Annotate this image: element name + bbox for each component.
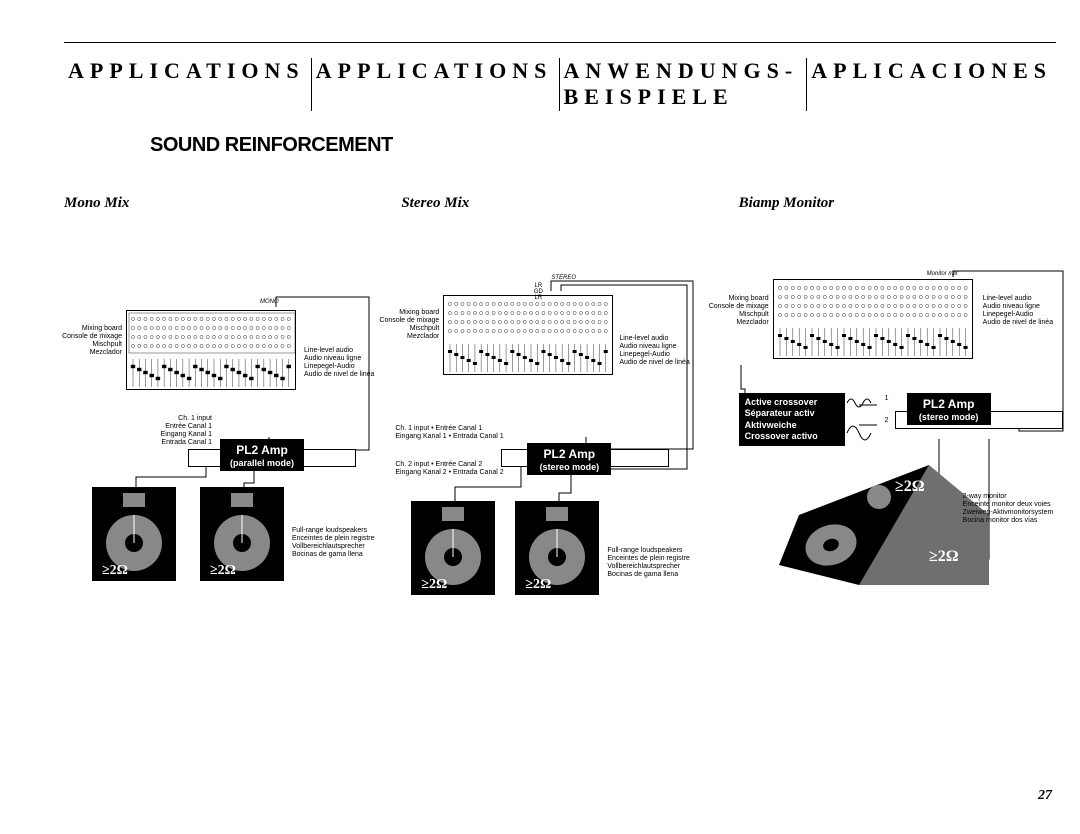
mono-speaker-1: ≥2Ω	[92, 487, 176, 581]
stereo-ch1-labels: Ch. 1 input • Entrée Canal 1 Eingang Kan…	[395, 425, 515, 441]
stereo-ch2-labels: Ch. 2 input • Entrée Canal 2 Eingang Kan…	[395, 461, 515, 477]
header-col-3a: ANWENDUNGS-	[564, 58, 803, 84]
diagram-stereo: Stereo Mix Mixing board Console de mixag…	[401, 195, 718, 645]
mono-speaker-2: ≥2Ω	[200, 487, 284, 581]
mono-sp1-ohm: ≥2Ω	[102, 563, 128, 579]
header-col-2: APPLICATIONS	[312, 58, 560, 111]
biamp-amp-mode: (stereo mode)	[912, 412, 986, 422]
diagram-row: Mono Mix Mixing board Console de mixage …	[64, 195, 1056, 645]
stereo-speaker-1: ≥2Ω	[411, 501, 495, 595]
biamp-wedge: ≥2Ω ≥2Ω	[779, 455, 999, 610]
diagram-mono: Mono Mix Mixing board Console de mixage …	[64, 195, 381, 645]
stereo-title: Stereo Mix	[401, 195, 718, 212]
top-rule	[64, 42, 1056, 43]
header-col-1: APPLICATIONS	[64, 58, 312, 111]
header-col-4: APLICACIONES	[807, 58, 1056, 111]
mono-amp-mode: (parallel mode)	[225, 458, 299, 468]
biamp-amp: PL2 Amp (stereo mode)	[907, 393, 991, 425]
header-col-3b: BEISPIELE	[564, 84, 803, 110]
header-col-3: ANWENDUNGS- BEISPIELE	[560, 58, 808, 111]
crossover-wave-icon	[845, 393, 879, 443]
biamp-monitor-labels: 2-way monitor Enceinte monitor deux voie…	[963, 493, 1054, 525]
svg-text:≥2Ω: ≥2Ω	[895, 478, 925, 495]
st-sp2-ohm: ≥2Ω	[525, 577, 551, 593]
mono-speaker-labels: Full-range loudspeakers Enceintes de ple…	[292, 527, 375, 559]
diagram-biamp: Biamp Monitor Mixing board Console de mi…	[739, 195, 1056, 645]
stereo-amp-label: PL2 Amp	[544, 447, 596, 461]
stereo-amp-mode: (stereo mode)	[532, 462, 606, 472]
biamp-out1: 1	[885, 395, 889, 402]
biamp-title: Biamp Monitor	[739, 195, 1056, 212]
stereo-speaker-labels: Full-range loudspeakers Enceintes de ple…	[607, 547, 690, 579]
biamp-crossover: Active crossover Séparateur activ Aktivw…	[739, 393, 845, 446]
mono-ch-labels: Ch. 1 input Entrée Canal 1 Eingang Kanal…	[142, 415, 212, 447]
page-number: 27	[1038, 788, 1052, 804]
stereo-speaker-2: ≥2Ω	[515, 501, 599, 595]
st-sp1-ohm: ≥2Ω	[421, 577, 447, 593]
section-title: SOUND REINFORCEMENT	[150, 134, 393, 157]
stereo-amp: PL2 Amp (stereo mode)	[527, 443, 611, 475]
header-row: APPLICATIONS APPLICATIONS ANWENDUNGS- BE…	[64, 58, 1056, 111]
svg-text:≥2Ω: ≥2Ω	[929, 548, 959, 565]
mono-sp2-ohm: ≥2Ω	[210, 563, 236, 579]
biamp-amp-label: PL2 Amp	[923, 397, 975, 411]
biamp-out2: 2	[885, 417, 889, 424]
mono-amp: PL2 Amp (parallel mode)	[220, 439, 304, 471]
mono-title: Mono Mix	[64, 195, 381, 212]
mono-amp-label: PL2 Amp	[236, 443, 288, 457]
